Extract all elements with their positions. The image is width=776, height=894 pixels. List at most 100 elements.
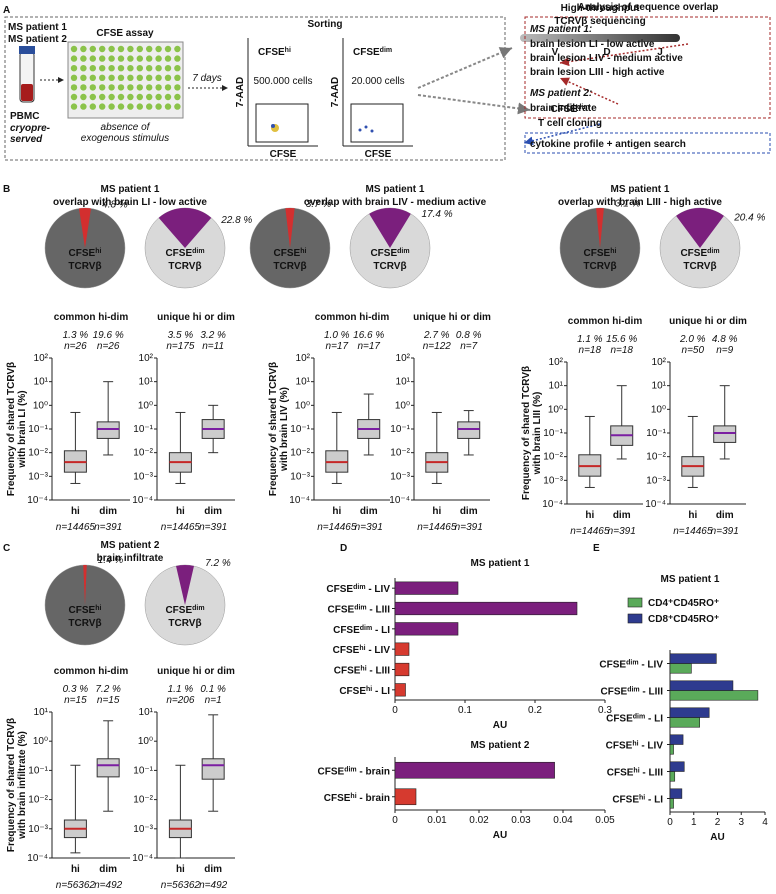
pie-slice <box>285 208 295 248</box>
percent-label: 2.0 % <box>679 334 706 345</box>
y-axis-label: Frequency of shared TCRVβ <box>521 366 532 500</box>
well <box>146 84 153 91</box>
well <box>155 45 162 53</box>
y-tick-label: 10⁻² <box>133 795 153 806</box>
panel-label: C <box>3 543 10 554</box>
panel-label: B <box>3 184 10 195</box>
pie-label: CFSEhi <box>274 248 307 260</box>
well <box>99 65 106 72</box>
well <box>146 74 153 82</box>
assay-title: CFSE assay <box>96 28 154 39</box>
count-label: n=206 <box>166 695 195 706</box>
percent-label: 16.6 % <box>353 330 384 341</box>
category-label-base: CFSE <box>607 768 634 779</box>
pie-label-base: CFSE <box>165 248 192 259</box>
chart-title: MS patient 1 <box>471 558 530 569</box>
pie-value-label: 3.7 % <box>306 199 332 210</box>
category-label: CFSEdim - LIV <box>599 659 663 671</box>
x-tick-label: 0 <box>392 705 398 716</box>
dot-cloud <box>358 128 362 132</box>
well <box>80 84 87 91</box>
well <box>164 65 172 72</box>
category-label-base: CFSE <box>606 714 633 725</box>
category-label-base: CFSE <box>318 766 345 777</box>
x-tick-label: 0.04 <box>553 815 573 826</box>
count-label: n=175 <box>166 341 195 352</box>
well <box>99 74 106 82</box>
well <box>136 103 143 110</box>
stimulus-label: absence of <box>101 122 151 133</box>
category-label-tail: - LIV <box>366 584 391 595</box>
y-tick-label: 10⁻² <box>646 452 666 463</box>
category-label-tail: - LIII <box>640 768 664 779</box>
category-label: CFSEhi - LI <box>612 794 663 806</box>
well <box>136 65 143 72</box>
y-tick-label: 10⁰ <box>138 400 153 411</box>
y-tick-label: 10⁰ <box>651 404 666 415</box>
category-label: CFSEhi - LI <box>339 685 390 697</box>
category-label: CFSEdim - brain <box>318 766 390 778</box>
panel-label: D <box>340 543 347 554</box>
arrow <box>559 43 689 67</box>
y-tick-label: 10⁻³ <box>133 824 153 835</box>
count-label: n=17 <box>326 341 349 352</box>
y-tick-label: 10⁻³ <box>28 471 48 482</box>
x-tick-label: 0.05 <box>595 815 615 826</box>
y-tick-label: 10⁻¹ <box>133 424 153 435</box>
pie-label-base: CFSE <box>165 605 192 616</box>
pie-label: CFSEhi <box>69 605 102 617</box>
n-label: n=391 <box>355 522 383 533</box>
y-tick-label: 10⁰ <box>33 736 48 747</box>
well <box>117 84 125 91</box>
percent-label: 15.6 % <box>606 334 637 345</box>
y-tick-label: 10⁻³ <box>543 475 563 486</box>
well <box>164 103 172 110</box>
well <box>146 55 153 62</box>
pie-value-label: 22.8 % <box>220 215 252 226</box>
pie-label-base: CFSE <box>584 248 611 259</box>
pie-label-sup: dim <box>397 248 409 255</box>
x-tick-label: 2 <box>715 817 721 828</box>
axis-label: 7-AAD <box>330 77 341 108</box>
pie-label: CFSEdim <box>165 605 204 617</box>
sequence-bar <box>520 34 680 42</box>
count-label: n=26 <box>97 341 120 352</box>
well <box>89 74 97 82</box>
count-label: n=15 <box>97 695 120 706</box>
count-label: n=26 <box>64 341 87 352</box>
overlap-title: Analysis of sequence overlap <box>578 2 719 13</box>
group-title: MS patient 1 <box>366 184 425 195</box>
panel-a-frame <box>4 16 506 161</box>
well <box>155 103 162 110</box>
well <box>89 84 97 91</box>
y-tick-label: 10⁻⁴ <box>389 495 410 506</box>
n-label: n=14465 <box>56 522 96 533</box>
bar <box>669 744 674 755</box>
category-label-tail: - LIV <box>639 741 664 752</box>
overlap-item: brain infiltrate <box>530 103 597 114</box>
y-tick-label: 10⁻² <box>28 448 48 459</box>
category-label-tail: - LI <box>372 625 390 636</box>
x-tick-label: dim <box>613 510 631 521</box>
group-title: overlap with brain LIV - medium active <box>304 197 487 208</box>
well <box>117 103 125 110</box>
y-axis-label: Frequency of shared TCRVβ <box>268 362 279 496</box>
n-label: n=14465 <box>570 526 610 537</box>
x-axis-label: AU <box>493 830 507 841</box>
well <box>70 93 78 101</box>
x-tick-label: dim <box>204 506 222 517</box>
pie-label-sup: dim <box>192 248 204 255</box>
pie-label: TCRVβ <box>168 618 201 629</box>
x-tick-label: 0.2 <box>528 705 542 716</box>
y-tick-label: 10⁻² <box>543 452 563 463</box>
well <box>108 84 115 91</box>
y-tick-label: 10² <box>396 353 411 364</box>
y-tick-label: 10² <box>296 353 311 364</box>
category-label-tail: - LIII <box>367 605 391 616</box>
y-tick-label: 10⁻³ <box>646 475 666 486</box>
y-tick-label: 10⁻² <box>290 448 310 459</box>
legend-swatch <box>627 613 643 624</box>
n-label: n=56362 <box>56 880 96 891</box>
y-tick-label: 10⁻¹ <box>28 765 48 776</box>
n-label: n=391 <box>94 522 122 533</box>
